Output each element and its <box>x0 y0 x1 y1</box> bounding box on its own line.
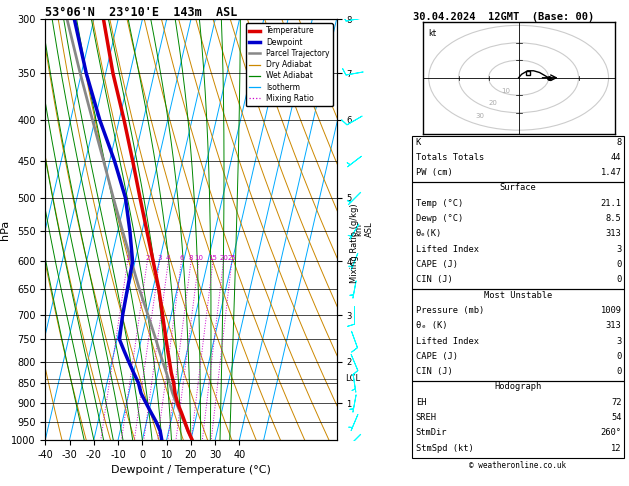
Text: 1.47: 1.47 <box>601 168 621 177</box>
Text: 2: 2 <box>145 256 150 261</box>
Text: 21.1: 21.1 <box>601 199 621 208</box>
Text: 1009: 1009 <box>601 306 621 315</box>
Text: Mixing Ratio (g/kg): Mixing Ratio (g/kg) <box>350 203 359 283</box>
Text: 6: 6 <box>179 256 184 261</box>
Text: 20: 20 <box>219 256 228 261</box>
Y-axis label: hPa: hPa <box>0 220 9 240</box>
Text: CAPE (J): CAPE (J) <box>416 352 458 361</box>
Text: 15: 15 <box>209 256 218 261</box>
Text: θₑ (K): θₑ (K) <box>416 321 447 330</box>
Text: EH: EH <box>416 398 426 407</box>
Text: 8: 8 <box>616 138 621 147</box>
Text: 0: 0 <box>616 260 621 269</box>
Text: 3: 3 <box>616 244 621 254</box>
Text: θₑ(K): θₑ(K) <box>416 229 442 239</box>
Text: 0: 0 <box>616 275 621 284</box>
Text: 313: 313 <box>606 321 621 330</box>
Text: 3: 3 <box>157 256 162 261</box>
Text: 10: 10 <box>501 87 510 94</box>
Text: 20: 20 <box>489 101 498 106</box>
Text: CIN (J): CIN (J) <box>416 275 452 284</box>
Text: 44: 44 <box>611 153 621 162</box>
Text: 0: 0 <box>616 352 621 361</box>
Y-axis label: km
ASL: km ASL <box>354 222 374 238</box>
Text: LCL: LCL <box>345 374 360 383</box>
Text: Dewp (°C): Dewp (°C) <box>416 214 463 223</box>
Text: StmDir: StmDir <box>416 429 447 437</box>
Text: Hodograph: Hodograph <box>494 382 542 392</box>
Text: 72: 72 <box>611 398 621 407</box>
Text: © weatheronline.co.uk: © weatheronline.co.uk <box>469 462 567 470</box>
X-axis label: Dewpoint / Temperature (°C): Dewpoint / Temperature (°C) <box>111 465 271 475</box>
Text: Lifted Index: Lifted Index <box>416 244 479 254</box>
Text: 25: 25 <box>228 256 236 261</box>
Text: Pressure (mb): Pressure (mb) <box>416 306 484 315</box>
Text: Temp (°C): Temp (°C) <box>416 199 463 208</box>
Text: 313: 313 <box>606 229 621 239</box>
Text: kt: kt <box>429 29 437 38</box>
Text: 8.5: 8.5 <box>606 214 621 223</box>
Text: 3: 3 <box>616 336 621 346</box>
Text: 260°: 260° <box>601 429 621 437</box>
Text: 1: 1 <box>125 256 130 261</box>
Text: 53°06'N  23°10'E  143m  ASL: 53°06'N 23°10'E 143m ASL <box>45 6 238 19</box>
Text: 54: 54 <box>611 413 621 422</box>
Text: Most Unstable: Most Unstable <box>484 291 552 300</box>
Text: StmSpd (kt): StmSpd (kt) <box>416 444 474 453</box>
Text: K: K <box>416 138 421 147</box>
Text: 8: 8 <box>189 256 193 261</box>
Text: 10: 10 <box>194 256 203 261</box>
Text: 12: 12 <box>611 444 621 453</box>
Text: 30.04.2024  12GMT  (Base: 00): 30.04.2024 12GMT (Base: 00) <box>413 12 594 22</box>
Text: 30: 30 <box>476 113 485 120</box>
Legend: Temperature, Dewpoint, Parcel Trajectory, Dry Adiabat, Wet Adiabat, Isotherm, Mi: Temperature, Dewpoint, Parcel Trajectory… <box>245 23 333 106</box>
Text: CIN (J): CIN (J) <box>416 367 452 376</box>
Text: CAPE (J): CAPE (J) <box>416 260 458 269</box>
Text: Surface: Surface <box>499 184 537 192</box>
Text: 0: 0 <box>616 367 621 376</box>
Text: PW (cm): PW (cm) <box>416 168 452 177</box>
Text: 4: 4 <box>166 256 170 261</box>
Text: Lifted Index: Lifted Index <box>416 336 479 346</box>
Text: Totals Totals: Totals Totals <box>416 153 484 162</box>
Text: SREH: SREH <box>416 413 437 422</box>
